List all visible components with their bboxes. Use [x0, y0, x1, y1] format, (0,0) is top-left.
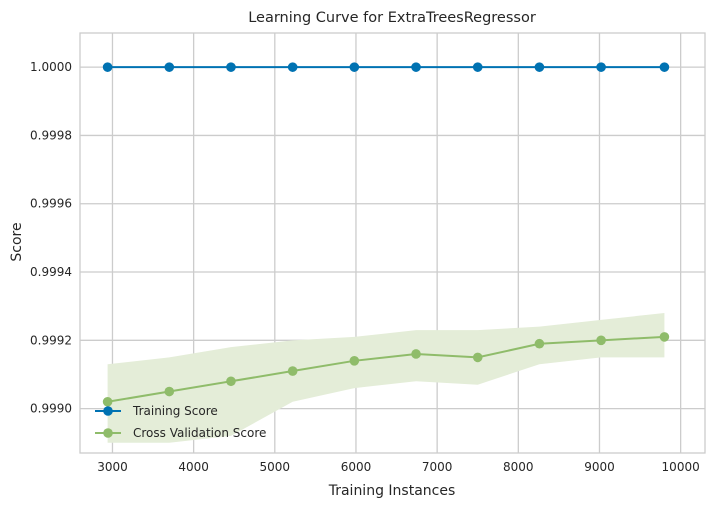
y-axis-label: Score: [9, 222, 25, 261]
series-1-point-1: [164, 386, 175, 397]
band-series-1: [107, 313, 665, 443]
series-0-point-6: [472, 62, 483, 72]
series-0-point-5: [411, 62, 421, 72]
x-tick-label-2: 5000: [260, 460, 291, 474]
series-1-point-6: [472, 352, 483, 363]
series-lines: [102, 62, 670, 407]
series-0-point-8: [596, 62, 606, 72]
chart-title: Learning Curve for ExtraTreesRegressor: [248, 10, 536, 26]
series-1-point-7: [534, 338, 545, 349]
x-tick-label-7: 10000: [662, 460, 700, 474]
y-tick-label-1: 0.9992: [30, 333, 72, 347]
plot-area-border: [79, 32, 706, 454]
axes-frame: [79, 32, 706, 454]
legend-cv-marker: [103, 428, 113, 438]
legend-cv-label: Cross Validation Score: [133, 426, 266, 440]
y-tick-label-0: 0.9990: [30, 402, 72, 416]
x-tick-label-4: 7000: [422, 460, 453, 474]
tick-labels: 3000 4000 5000 6000 7000 8000 9000 10000 0.9990 0…: [30, 60, 700, 474]
y-tick-label-3: 0.9996: [30, 197, 72, 211]
series-1-point-8: [596, 335, 606, 346]
x-tick-label-1: 4000: [178, 460, 209, 474]
series-1-point-0: [102, 396, 113, 407]
series-0-point-1: [164, 62, 175, 72]
series-1-point-5: [411, 349, 421, 359]
y-tick-label-2: 0.9994: [30, 265, 72, 279]
series-1-point-9: [659, 332, 670, 342]
series-1-point-2: [226, 376, 236, 387]
x-tick-label-6: 9000: [584, 460, 615, 474]
series-0-point-2: [226, 62, 236, 72]
x-axis-label: Training Instances: [328, 483, 456, 499]
series-0-point-7: [534, 62, 545, 72]
confidence-bands: [107, 313, 665, 443]
x-tick-label-0: 3000: [97, 460, 128, 474]
y-tick-label-4: 0.9998: [30, 128, 72, 142]
series-0-point-4: [349, 62, 360, 72]
y-tick-label-5: 1.0000: [30, 60, 72, 74]
series-1-point-3: [287, 366, 298, 376]
series-0-point-0: [102, 62, 113, 72]
legend-training-marker: [103, 406, 113, 416]
series-1-point-4: [349, 356, 360, 366]
series-line-1: [107, 335, 665, 403]
series-0-point-9: [659, 62, 670, 72]
legend: Training Score Cross Validation Score: [95, 404, 266, 440]
x-tick-label-3: 6000: [341, 460, 372, 474]
x-tick-label-5: 8000: [503, 460, 534, 474]
legend-training-label: Training Score: [132, 404, 218, 418]
series-0-point-3: [287, 62, 298, 72]
